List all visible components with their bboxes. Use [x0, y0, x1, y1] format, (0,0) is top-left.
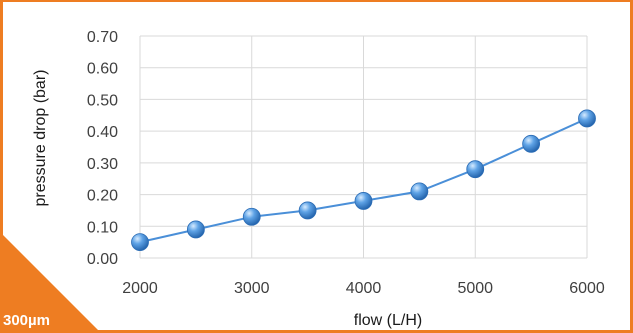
corner-badge-label: 300µm [3, 312, 51, 329]
data-point [410, 182, 429, 201]
y-tick-label: 0.70 [87, 29, 118, 46]
y-tick-label: 0.50 [87, 92, 118, 109]
y-tick-label: 0.40 [87, 124, 118, 141]
y-tick-label: 0.10 [87, 219, 118, 236]
data-point [186, 220, 205, 239]
x-tick-label: 5000 [457, 280, 493, 297]
data-point [578, 109, 596, 128]
x-tick-label: 3000 [234, 280, 270, 297]
y-tick-label: 0.60 [87, 61, 118, 78]
x-tick-labels: 2000 3000 4000 5000 6000 [122, 280, 605, 297]
y-tick-label: 0.30 [87, 156, 118, 173]
data-point [466, 160, 485, 179]
data-points [131, 109, 596, 252]
x-tick-label: 2000 [122, 280, 158, 297]
y-axis-label: pressure drop (bar) [32, 70, 49, 207]
data-point [131, 233, 149, 252]
x-axis-label: flow (L/H) [354, 312, 422, 329]
data-point [522, 134, 541, 153]
data-point [354, 192, 373, 210]
x-tick-label: 6000 [569, 280, 605, 297]
x-tick-label: 4000 [346, 280, 382, 297]
data-point [298, 201, 317, 220]
corner-triangle [3, 235, 99, 331]
y-tick-label: 0.00 [87, 251, 118, 268]
y-tick-labels: 0.00 0.10 0.20 0.30 0.40 0.50 0.60 0.70 [87, 29, 118, 268]
y-tick-label: 0.20 [87, 188, 118, 205]
data-point [242, 207, 261, 226]
